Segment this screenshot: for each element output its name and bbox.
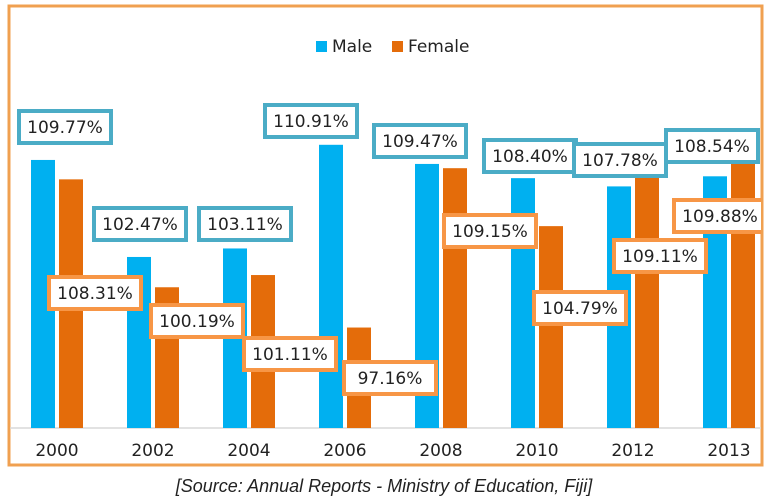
data-label: 101.11% bbox=[252, 345, 328, 365]
data-label-box bbox=[92, 206, 188, 242]
data-label: 110.91% bbox=[273, 112, 349, 132]
data-label: 108.31% bbox=[57, 284, 133, 304]
plot-area: 109.77% 102.47% 103.11% 110.91% 109.47% 108.4… bbox=[17, 103, 761, 429]
legend-label: Male bbox=[332, 37, 372, 57]
data-label-box bbox=[672, 198, 761, 234]
data-label: 103.11% bbox=[207, 215, 283, 235]
data-label-box bbox=[263, 103, 359, 139]
bar bbox=[539, 226, 563, 428]
legend-swatch bbox=[316, 41, 327, 52]
chart-frame bbox=[7, 4, 764, 467]
x-tick-label: 2013 bbox=[707, 441, 750, 461]
data-label-box bbox=[612, 238, 708, 274]
data-label-box bbox=[149, 303, 245, 339]
data-label-box bbox=[47, 275, 143, 311]
data-label-box bbox=[197, 206, 293, 242]
data-label: 100.19% bbox=[159, 312, 235, 332]
data-label: 102.47% bbox=[102, 215, 178, 235]
bar bbox=[635, 168, 659, 429]
data-label-box bbox=[532, 290, 628, 326]
x-tick-label: 2000 bbox=[35, 441, 78, 461]
data-label: 109.15% bbox=[452, 222, 528, 242]
data-label: 107.78% bbox=[582, 151, 658, 171]
data-label-box bbox=[17, 109, 113, 145]
x-tick-label: 2008 bbox=[419, 441, 462, 461]
data-label: 109.47% bbox=[382, 132, 458, 152]
source-note: [Source: Annual Reports - Ministry of Ed… bbox=[175, 476, 594, 496]
data-label: 109.77% bbox=[27, 118, 103, 138]
legend-label: Female bbox=[408, 37, 469, 57]
data-label: 97.16% bbox=[358, 369, 423, 389]
data-label-box bbox=[372, 123, 468, 159]
data-label-box bbox=[242, 336, 338, 372]
x-tick-label: 2012 bbox=[611, 441, 654, 461]
data-label: 108.54% bbox=[674, 137, 750, 157]
data-label-box bbox=[442, 213, 538, 249]
data-label: 108.40% bbox=[492, 147, 568, 167]
data-label-box bbox=[482, 138, 578, 174]
data-label-box bbox=[572, 142, 668, 178]
x-tick-label: 2002 bbox=[131, 441, 174, 461]
data-label: 104.79% bbox=[542, 299, 618, 319]
data-label: 109.88% bbox=[682, 207, 758, 227]
x-tick-label: 2004 bbox=[227, 441, 270, 461]
bar bbox=[443, 168, 467, 428]
bar bbox=[319, 144, 343, 428]
x-tick-label: 2006 bbox=[323, 441, 366, 461]
data-label-box bbox=[342, 360, 438, 396]
legend-swatch bbox=[392, 41, 403, 52]
data-label-box bbox=[664, 128, 760, 164]
data-label: 109.11% bbox=[622, 247, 698, 267]
x-tick-label: 2010 bbox=[515, 441, 558, 461]
